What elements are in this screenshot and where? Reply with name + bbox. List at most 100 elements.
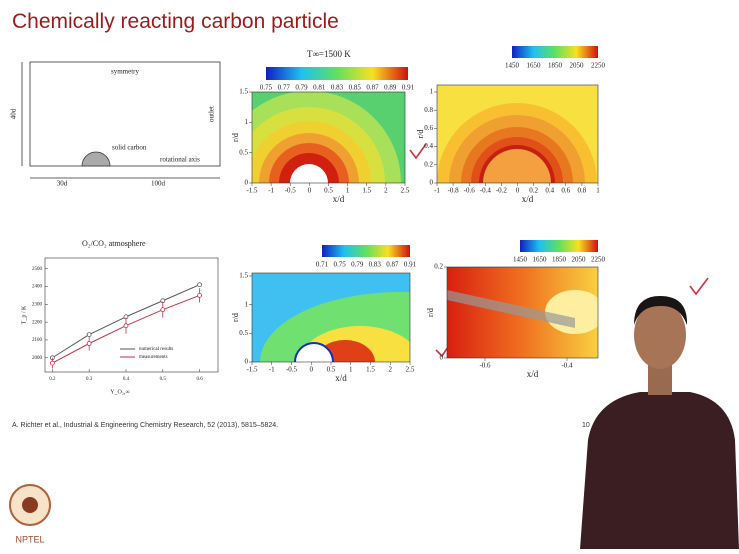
x-tick-label: 2.5 [406,366,415,374]
y-tick-label: 0.2 [434,263,443,271]
x-tick-label: 2.5 [401,187,410,195]
colorbar-tick-label: 0.79 [351,261,364,269]
x-tick-label: 0.5 [160,377,167,382]
data-point [87,342,91,346]
x-tick-label: -1 [434,187,440,195]
colorbar-tick-label: 0.75 [260,84,273,92]
colorbar-tick-label: 0.85 [349,84,362,92]
y-axis-label: T_p / K [21,305,27,324]
x-axis-label: x/d [335,373,347,383]
schematic-label: outlet [208,106,216,122]
y-axis-label: r/d [426,308,435,317]
page: {"title": "Chemically reacting carbon pa… [0,0,739,549]
x-tick-label: -0.6 [464,187,476,195]
colorbar-tick-label: 2050 [572,256,587,264]
y-axis-label: r/d [416,130,425,139]
plot-frame [45,258,218,372]
x-tick-label: -0.5 [286,366,298,374]
y-tick-label: 2500 [32,267,43,272]
x-tick-label: 0.6 [561,187,570,195]
colorbar-tick-label: 0.83 [331,84,344,92]
colorbar-tick-label: 0.83 [369,261,382,269]
y-tick-label: 0.2 [424,160,433,168]
colorbar-tick-label: 1650 [527,62,542,70]
x-tick-label: 1 [346,187,350,195]
x-tick-label: 0 [516,187,520,195]
y-tick-label: 1 [430,88,434,96]
colorbar-tick-label: 0.71 [316,261,329,269]
colorbar [520,240,598,252]
colorbar-tick-label: 0.91 [404,261,417,269]
citation: A. Richter et al., Industrial & Engineer… [12,422,278,429]
x-tick-label: -0.8 [448,187,460,195]
data-point [87,333,91,337]
colorbar-tick-label: 0.89 [384,84,397,92]
y-tick-label: 0 [440,354,444,362]
y-tick-label: 0.4 [424,142,433,150]
colorbar-tick-label: 0.91 [402,84,415,92]
y-tick-label: 2000 [32,356,43,361]
colorbar-tick-label: 2250 [591,62,606,70]
schematic-label: rotational axis [160,156,200,164]
x-axis-label: Y_O₂,∞ [110,389,130,395]
colorbar-tick-label: 0.87 [366,84,379,92]
y-tick-label: 0.5 [239,148,248,156]
y-tick-label: 2100 [32,338,43,343]
y-tick-label: 0 [430,179,434,187]
x-tick-label: 0.2 [49,377,56,382]
slide-title: Chemically reacting carbon particle [12,10,339,33]
schematic-label: 40d [10,108,18,119]
y-axis-label: r/d [231,313,240,322]
x-tick-label: 0 [310,366,314,374]
data-point [124,324,128,328]
y-tick-label: 2200 [32,320,43,325]
colorbar-tick-label: 1450 [513,256,528,264]
colorbar-tick-label: 2250 [591,256,606,264]
y-tick-label: 0 [245,358,249,366]
x-axis-label: x/d [333,194,345,204]
colorbar-tick-label: 1650 [533,256,548,264]
page-number: 10 [582,422,590,429]
x-tick-label: 2 [389,366,393,374]
x-tick-label: -1 [269,366,275,374]
schematic-label: solid carbon [112,144,147,152]
x-tick-label: 0 [308,187,312,195]
y-tick-label: 0 [245,179,249,187]
colorbar-tick-label: 0.75 [333,261,346,269]
legend-label: numerical results [139,347,173,352]
x-tick-label: 1 [596,187,600,195]
schematic-label: 30d [57,180,68,188]
data-point [198,293,202,297]
y-tick-label: 1 [245,300,249,308]
contour-title: T∞=1500 K [307,49,351,59]
legend-label: measurements [139,355,168,360]
x-tick-label: 0.3 [86,377,93,382]
chart-title: O₂/CO₂ atmosphere [82,239,146,248]
y-tick-label: 2400 [32,285,43,290]
x-tick-label: -1 [268,187,274,195]
x-tick-label: -0.2 [496,187,508,195]
colorbar-tick-label: 1850 [552,256,567,264]
colorbar [322,245,410,257]
x-tick-label: 1 [349,366,353,374]
logo [10,485,50,525]
y-tick-label: 0.5 [239,329,248,337]
x-tick-label: 0.4 [123,377,130,382]
x-tick-label: 0.4 [545,187,554,195]
y-tick-label: 2300 [32,302,43,307]
x-axis-label: x/d [522,194,534,204]
data-point [161,308,165,312]
logo-text: NPTEL [15,534,44,544]
x-tick-label: 1.5 [366,366,375,374]
x-tick-label: 0.8 [578,187,587,195]
x-tick-label: 1.5 [362,187,371,195]
contour-field [447,267,605,358]
slide: Chemically reacting carbon particle NPTE… [0,0,739,549]
data-point [198,283,202,287]
x-tick-label: -1.5 [246,187,258,195]
x-tick-label: -1.5 [246,366,258,374]
y-tick-label: 0.6 [424,124,433,132]
colorbar-tick-label: 1450 [505,62,520,70]
x-tick-label: 0.6 [196,377,203,382]
x-tick-label: -0.4 [561,362,573,370]
